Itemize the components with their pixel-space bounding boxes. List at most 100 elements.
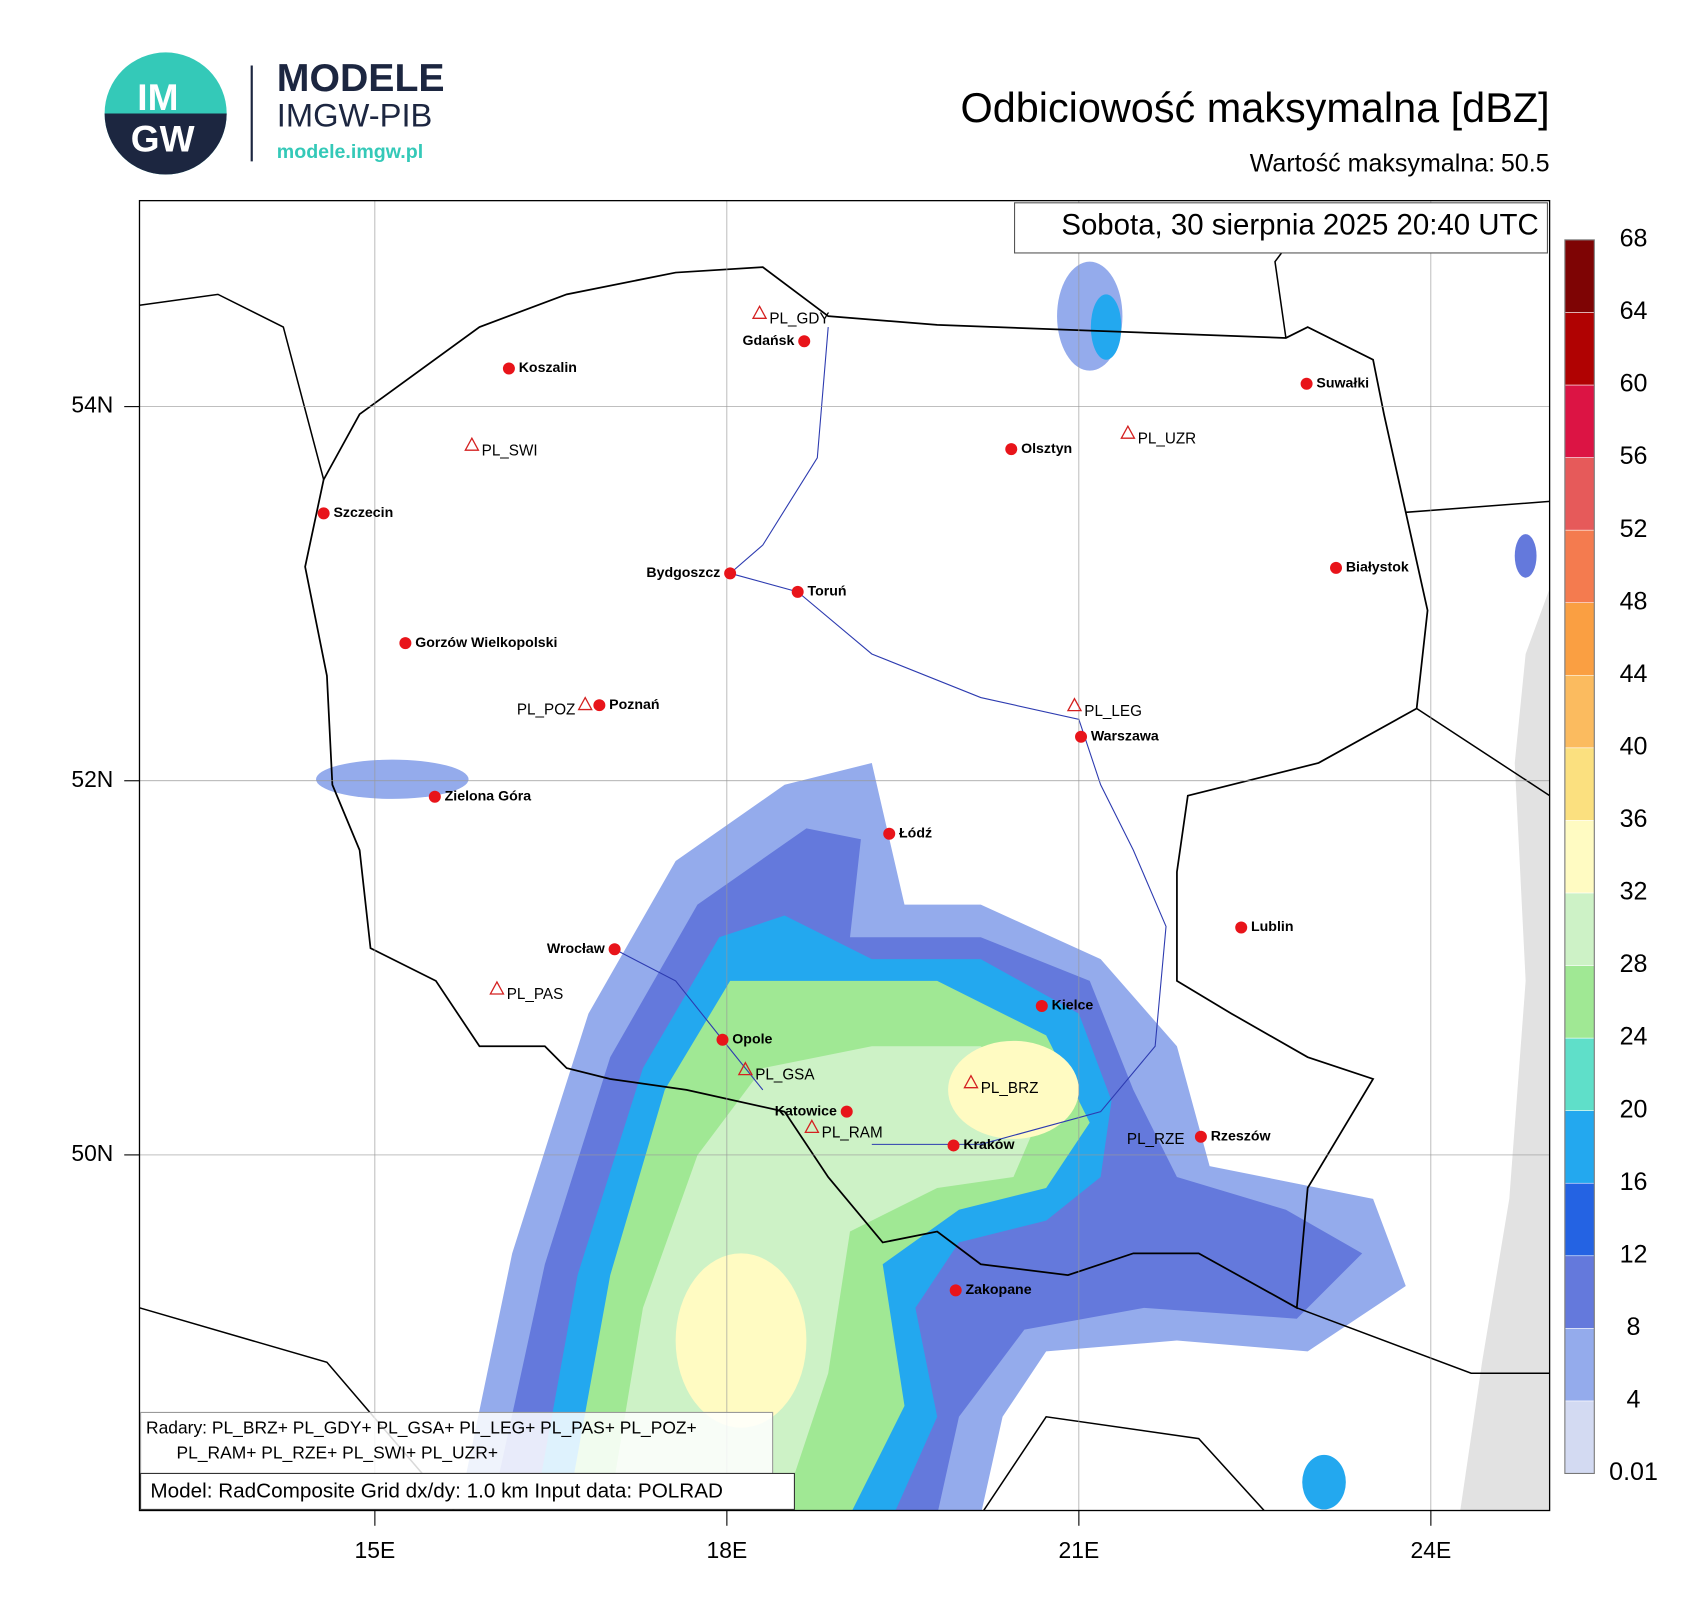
city-label: Wrocław bbox=[547, 941, 606, 957]
colorbar-band bbox=[1564, 1037, 1595, 1111]
map-body bbox=[139, 200, 1550, 1511]
city-label: Szczecin bbox=[333, 505, 393, 521]
city-dot bbox=[1330, 561, 1343, 574]
radar-legend-line: PL_RAM+ PL_RZE+ PL_SWI+ PL_UZR+ bbox=[177, 1442, 498, 1463]
city-dot bbox=[949, 1284, 962, 1297]
model-info: Model: RadComposite Grid dx/dy: 1.0 km I… bbox=[150, 1479, 723, 1502]
radar-site bbox=[489, 980, 505, 995]
colorbar-label: 0.01 bbox=[1609, 1458, 1658, 1486]
colorbar-band bbox=[1564, 312, 1595, 386]
city-label: Łódź bbox=[899, 826, 932, 842]
city-label: Opole bbox=[732, 1031, 772, 1047]
colorbar-band bbox=[1564, 529, 1595, 603]
city-label: Rzeszów bbox=[1211, 1128, 1272, 1144]
date-label: Sobota, 30 sierpnia 2025 20:40 UTC bbox=[1061, 209, 1538, 242]
city-dot bbox=[716, 1033, 729, 1046]
colorbar-band bbox=[1564, 820, 1595, 894]
colorbar-label: 60 bbox=[1620, 370, 1648, 398]
city-dot bbox=[608, 943, 621, 956]
radar-label: PL_PAS bbox=[507, 986, 564, 1003]
city-dot bbox=[1300, 377, 1313, 390]
colorbar-label: 40 bbox=[1620, 732, 1648, 760]
city-dot bbox=[399, 637, 412, 650]
radar-legend-line: Radary: PL_BRZ+ PL_GDY+ PL_GSA+ PL_LEG+ … bbox=[146, 1417, 697, 1438]
radar-label: PL_RZE bbox=[1127, 1131, 1185, 1148]
colorbar-band bbox=[1564, 965, 1595, 1039]
colorbar-label: 64 bbox=[1620, 297, 1648, 325]
lon-tick-label: 18E bbox=[707, 1537, 748, 1563]
city-dot bbox=[593, 699, 606, 712]
colorbar-label: 44 bbox=[1620, 660, 1648, 688]
radar-label: PL_GDY bbox=[769, 310, 829, 327]
map-title: Odbiciowość maksymalna [dBZ] bbox=[961, 85, 1550, 131]
map-frame bbox=[138, 199, 1551, 1512]
city-label: Zielona Góra bbox=[445, 788, 532, 804]
city-label: Gorzów Wielkopolski bbox=[415, 635, 557, 651]
radar-label: PL_BRZ bbox=[981, 1080, 1039, 1097]
colorbar-band bbox=[1564, 1400, 1595, 1474]
radar-site bbox=[804, 1119, 820, 1134]
city-label: Suwałki bbox=[1316, 375, 1369, 391]
city-label: Zakopane bbox=[966, 1282, 1032, 1298]
logo-half bbox=[104, 113, 227, 175]
radar-echo bbox=[316, 261, 1537, 1511]
max-label: Wartość maksymalna: bbox=[1250, 149, 1495, 177]
radar-site bbox=[1120, 424, 1136, 439]
city-label: Katowice bbox=[775, 1103, 837, 1119]
colorbar-label: 16 bbox=[1620, 1168, 1648, 1196]
city-dot bbox=[1035, 999, 1048, 1012]
city-label: Koszalin bbox=[519, 360, 577, 376]
city-dot bbox=[883, 827, 896, 840]
radar-label: PL_POZ bbox=[517, 702, 575, 719]
colorbar-label: 24 bbox=[1620, 1023, 1648, 1051]
colorbar-label: 20 bbox=[1620, 1095, 1648, 1123]
city-label: Toruń bbox=[808, 584, 847, 600]
radar-site bbox=[464, 436, 480, 451]
colorbar-label: 4 bbox=[1627, 1386, 1641, 1414]
city-dot bbox=[947, 1139, 960, 1152]
colorbar-label: 68 bbox=[1620, 224, 1648, 252]
radar-label: PL_UZR bbox=[1138, 430, 1196, 447]
colorbar-band bbox=[1564, 602, 1595, 676]
lat-tick-label: 52N bbox=[71, 766, 113, 792]
lat-tick-label: 50N bbox=[71, 1140, 113, 1166]
lon-tick-label: 21E bbox=[1059, 1537, 1100, 1563]
city-dot bbox=[791, 585, 804, 598]
colorbar-label: 28 bbox=[1620, 950, 1648, 978]
radar-site bbox=[577, 696, 593, 711]
logo-url: modele.imgw.pl bbox=[277, 141, 423, 163]
colorbar-label: 48 bbox=[1620, 587, 1648, 615]
lon-tick-label: 24E bbox=[1411, 1537, 1452, 1563]
city-label: Białystok bbox=[1346, 560, 1409, 576]
city-label: Kielce bbox=[1052, 998, 1094, 1014]
radar-label: PL_RAM bbox=[822, 1124, 883, 1141]
colorbar-label: 32 bbox=[1620, 878, 1648, 906]
colorbar-band bbox=[1564, 747, 1595, 821]
logo-org: IMGW-PIB bbox=[277, 96, 433, 133]
radar-legend-box bbox=[140, 1411, 774, 1475]
lat-tick-label: 54N bbox=[71, 392, 113, 418]
colorbar-label: 8 bbox=[1627, 1313, 1641, 1341]
colorbar-band bbox=[1564, 239, 1595, 313]
city-label: Kraków bbox=[963, 1137, 1015, 1153]
colorbar-band bbox=[1564, 457, 1595, 531]
lon-tick-label: 15E bbox=[355, 1537, 396, 1563]
radar-site bbox=[751, 304, 768, 319]
city-dot bbox=[502, 362, 515, 375]
logo-mark-top: IM bbox=[137, 76, 178, 118]
colorbar-band bbox=[1564, 1110, 1595, 1184]
neighbor-borders bbox=[139, 217, 1550, 1511]
date-box bbox=[1014, 202, 1548, 254]
radar-label: PL_GSA bbox=[755, 1067, 815, 1084]
city-dot bbox=[317, 507, 330, 520]
logo-mark-bottom: GW bbox=[131, 118, 195, 160]
city-dot bbox=[1075, 730, 1088, 743]
city-dot bbox=[1005, 443, 1018, 456]
city-label: Gdańsk bbox=[742, 333, 794, 349]
colorbar-label: 12 bbox=[1620, 1240, 1648, 1268]
radar-label: PL_SWI bbox=[482, 442, 538, 459]
colorbar-band bbox=[1564, 892, 1595, 966]
